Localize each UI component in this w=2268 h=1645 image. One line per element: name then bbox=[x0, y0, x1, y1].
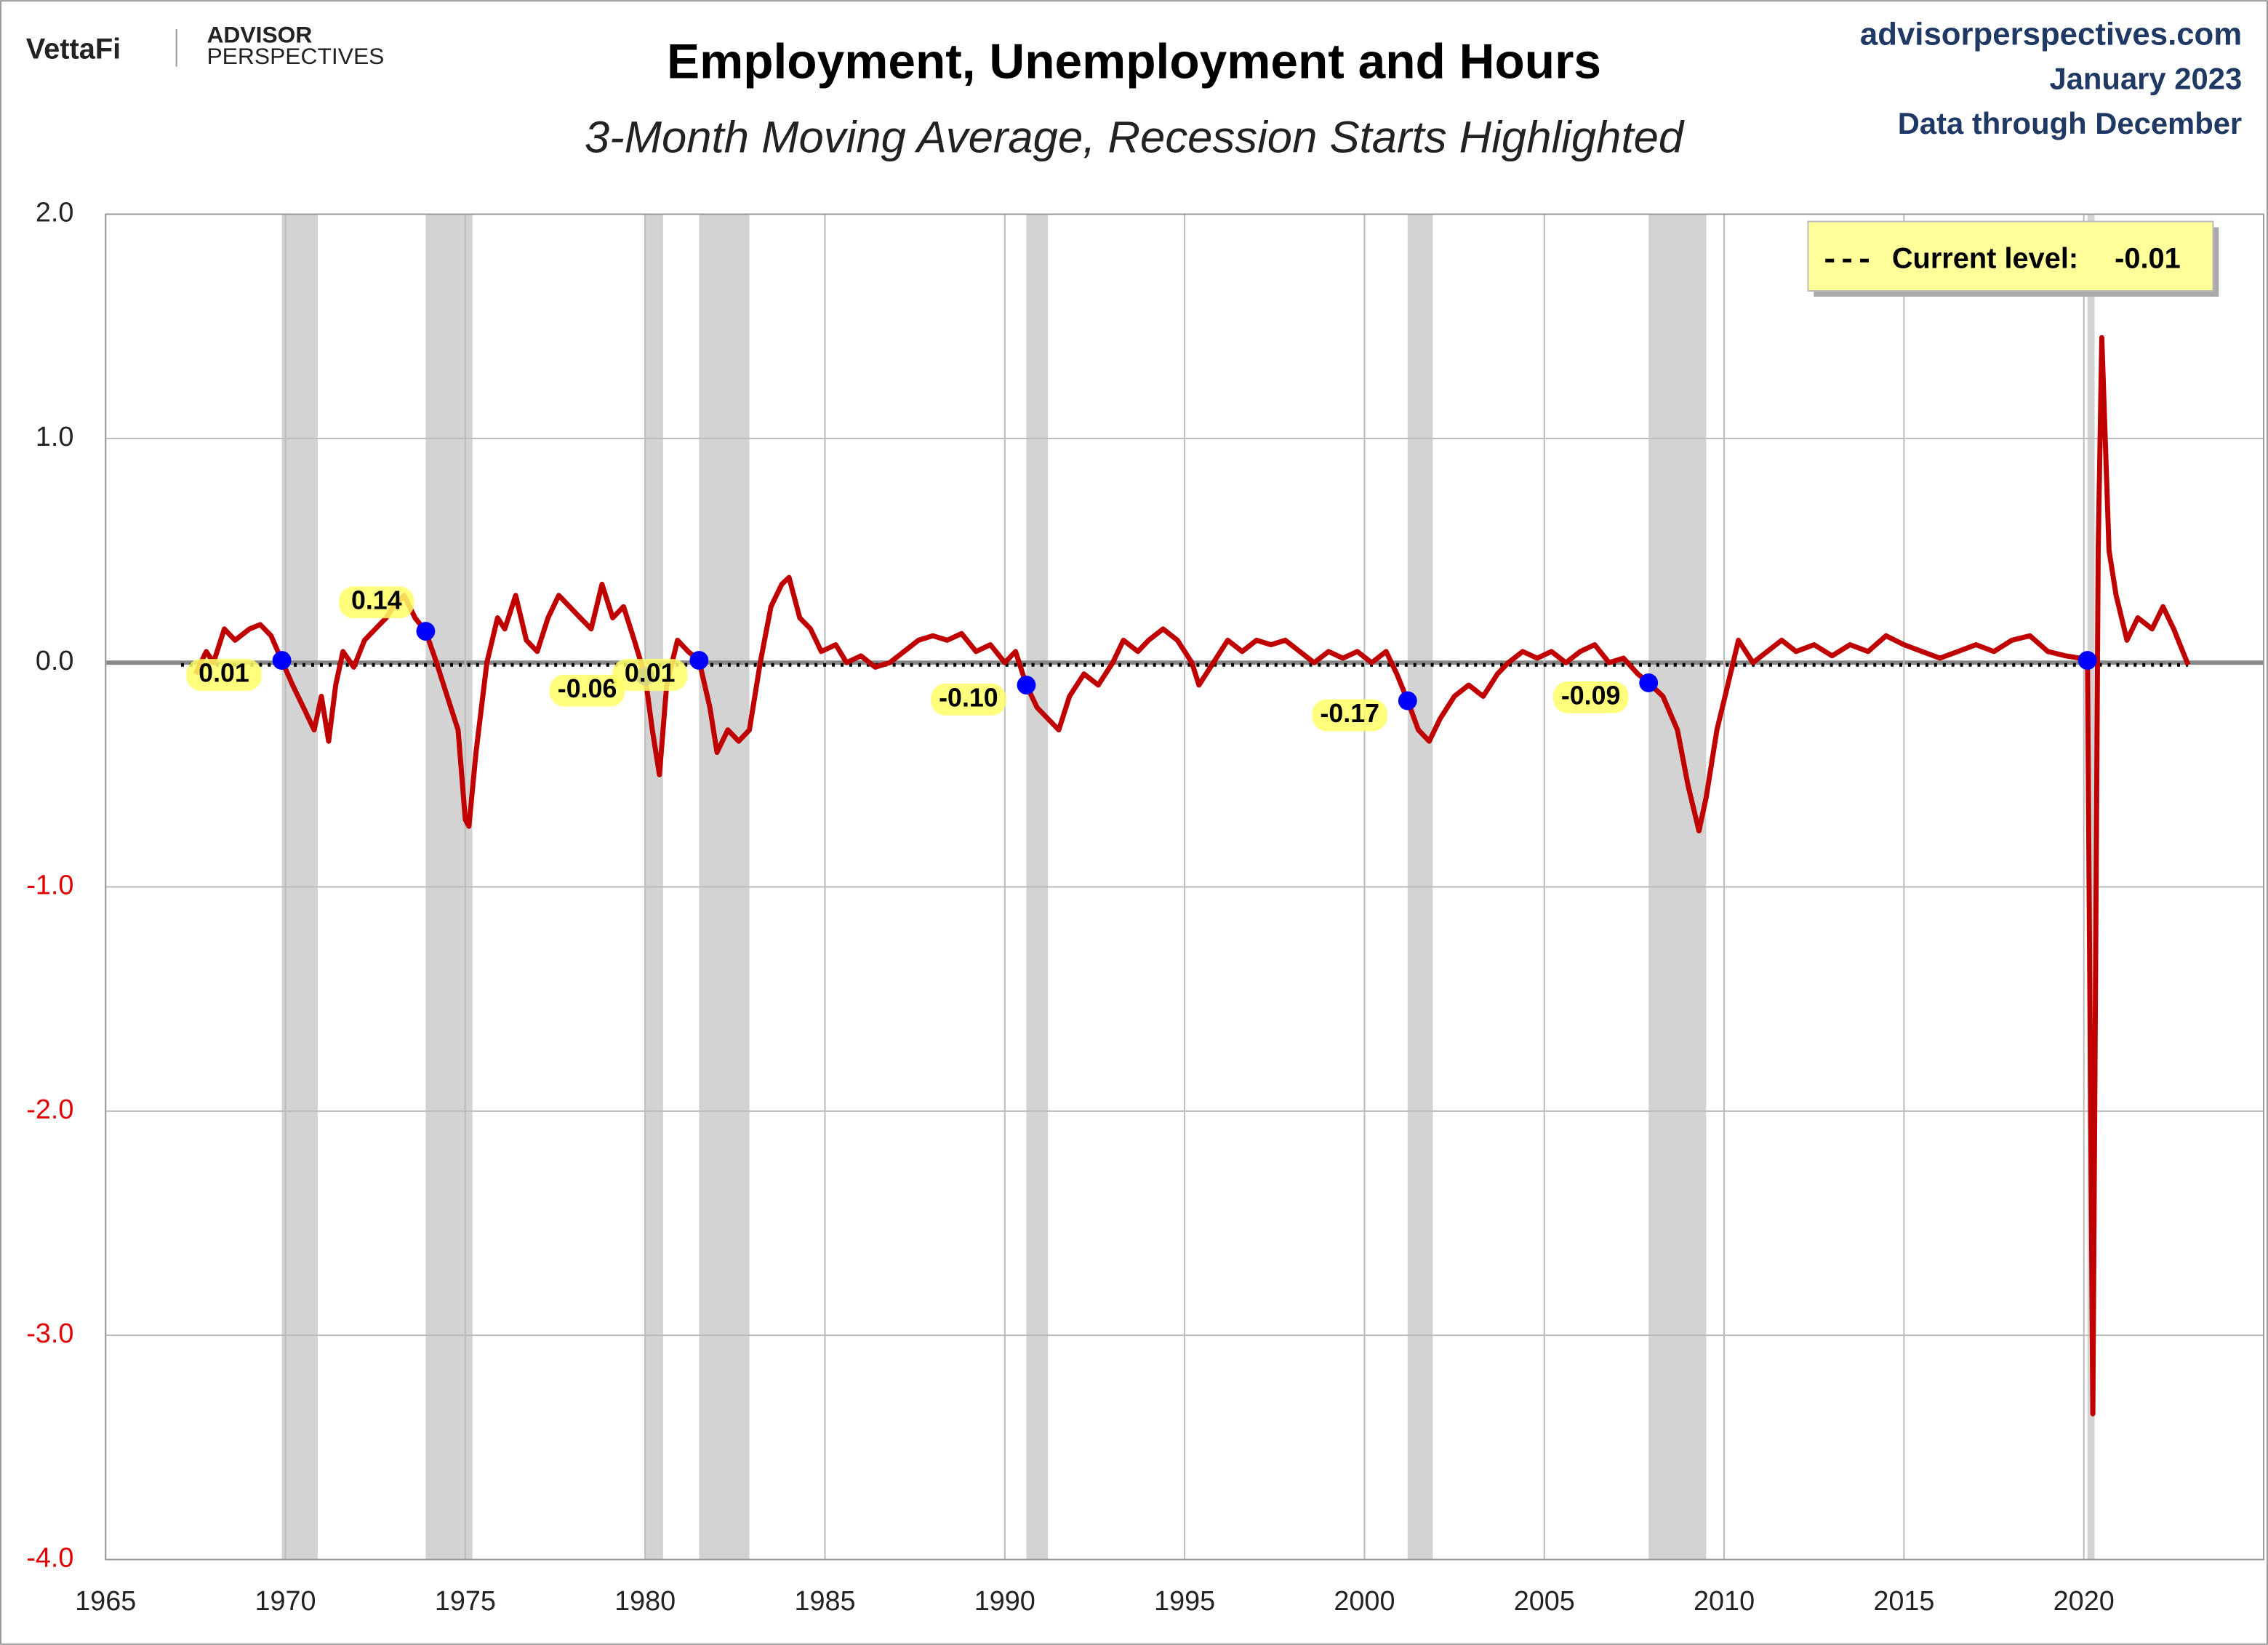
x-tick-label: 1980 bbox=[614, 1586, 676, 1617]
x-tick-label: 1995 bbox=[1154, 1586, 1215, 1617]
recession-start-dot bbox=[1398, 691, 1417, 711]
plot-border bbox=[105, 213, 2265, 1561]
legend-box bbox=[1807, 220, 2214, 292]
publisher-line2: PERSPECTIVES bbox=[207, 43, 384, 69]
x-tick-label: 1990 bbox=[974, 1586, 1035, 1617]
source-date: January 2023 bbox=[2049, 62, 2242, 96]
y-tick-label: 2.0 bbox=[36, 198, 74, 228]
publisher-line1: ADVISOR bbox=[207, 21, 312, 47]
recession-start-dot bbox=[416, 622, 436, 641]
y-tick-label: 0.0 bbox=[36, 646, 74, 676]
x-tick-label: 2015 bbox=[1873, 1586, 1934, 1617]
y-tick-label: -3.0 bbox=[26, 1318, 73, 1349]
label-highlight bbox=[1312, 699, 1387, 732]
recession-start-label: -0.17 bbox=[1320, 699, 1379, 728]
source-coverage: Data through December bbox=[1898, 106, 2242, 140]
x-tick-label: 2000 bbox=[1334, 1586, 1395, 1617]
recession-start-dot bbox=[1017, 676, 1036, 695]
chart-subtitle: 3-Month Moving Average, Recession Starts… bbox=[585, 112, 1685, 162]
x-tick-label: 1985 bbox=[794, 1586, 855, 1617]
brand-name: VettaFi bbox=[26, 33, 121, 65]
recession-start-label: 0.01 bbox=[199, 658, 249, 687]
legend: Current level: -0.01 bbox=[1807, 220, 2219, 297]
legend-label: Current level: bbox=[1892, 243, 2078, 275]
recession-start-dot bbox=[689, 651, 709, 671]
x-tick-label: 2020 bbox=[2053, 1586, 2115, 1617]
recession-start-label: -0.06 bbox=[558, 674, 617, 703]
label-highlight bbox=[931, 684, 1006, 716]
label-highlight bbox=[186, 659, 262, 691]
y-tick-label: -2.0 bbox=[26, 1094, 73, 1125]
label-highlight bbox=[612, 659, 688, 691]
label-highlight bbox=[339, 586, 414, 619]
recession-start-label: -0.09 bbox=[1561, 681, 1621, 710]
label-highlight bbox=[549, 674, 625, 707]
label-highlight bbox=[1552, 681, 1629, 713]
legend-value: -0.01 bbox=[2115, 243, 2181, 275]
recession-start-label: -0.10 bbox=[939, 683, 998, 712]
x-tick-label: 2010 bbox=[1694, 1586, 1755, 1617]
x-tick-label: 1975 bbox=[435, 1586, 496, 1617]
chart-title: Employment, Unemployment and Hours bbox=[667, 35, 1601, 89]
data-line bbox=[193, 335, 2191, 1417]
y-tick-label: 1.0 bbox=[36, 422, 74, 452]
source-site: advisorperspectives.com bbox=[1860, 16, 2242, 52]
recession-start-dot bbox=[1639, 673, 1659, 692]
recession-start-label: 0.01 bbox=[625, 658, 676, 687]
recession-start-label: 0.14 bbox=[351, 586, 402, 615]
x-tick-label: 1970 bbox=[255, 1586, 316, 1617]
y-tick-label: -4.0 bbox=[26, 1542, 73, 1573]
x-tick-label: 2005 bbox=[1514, 1586, 1575, 1617]
recession-start-dot bbox=[272, 651, 292, 671]
y-tick-label: -1.0 bbox=[26, 870, 73, 901]
recession-start-dot bbox=[2077, 651, 2097, 671]
x-tick-label: 1965 bbox=[75, 1586, 136, 1617]
